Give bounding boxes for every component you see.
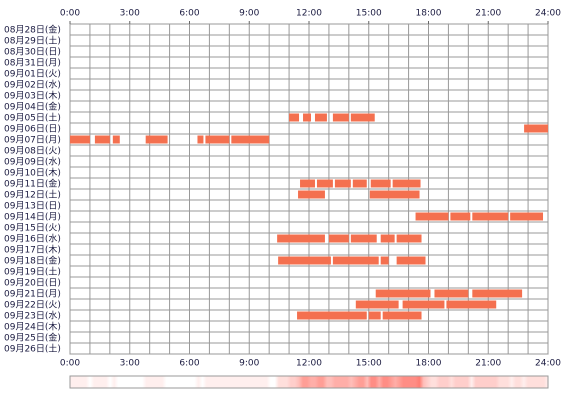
row-label: 09月26日(土) [4,343,61,355]
activity-segment [70,135,90,144]
x-tick-label: 0:00 [60,9,80,19]
x-tick-label: 3:00 [120,9,140,19]
activity-segment [396,234,422,243]
row-label: 09月07日(月) [4,135,61,146]
activity-segment [380,256,389,265]
activity-segment [510,212,544,221]
activity-segment [392,179,421,188]
activity-segment [380,234,395,243]
activity-segment [396,256,426,265]
row-label: 09月12日(土) [4,189,61,201]
row-label: 09月21日(月) [4,289,61,300]
row-label: 08月28日(金) [4,24,61,36]
x-tick-label: 21:00 [475,9,501,19]
row-label: 09月04日(金) [4,101,61,113]
x-tick-label: 15:00 [356,9,382,19]
activity-segment [145,135,168,144]
row-label: 09月03日(木) [4,90,61,102]
activity-segment [332,113,349,122]
activity-segment [94,135,110,144]
activity-segment [350,234,377,243]
x-tick-label: 6:00 [179,9,199,19]
row-label: 09月14日(月) [4,212,61,223]
x-tick-label: 9:00 [239,9,259,19]
activity-segment [332,256,379,265]
row-label: 09月11日(金) [4,178,61,190]
activity-segment [316,179,333,188]
activity-segment [278,256,331,265]
activity-segment [112,135,120,144]
activity-segment [231,135,270,144]
x-tick-label-bottom: 12:00 [296,359,322,369]
activity-segment [369,190,420,199]
activity-segment [368,311,381,320]
row-label: 09月23日(水) [4,310,61,322]
row-label: 09月09日(水) [4,156,61,168]
x-tick-label-bottom: 15:00 [356,359,382,369]
row-label: 09月24日(木) [4,321,61,333]
row-label: 09月22日(火) [4,300,61,311]
x-tick-label-bottom: 3:00 [120,359,140,369]
activity-segment [289,113,300,122]
x-tick-label-bottom: 18:00 [416,359,442,369]
row-label: 09月13日(日) [4,201,61,212]
row-label: 09月08日(火) [4,146,61,157]
activity-segment [328,234,349,243]
x-tick-label: 18:00 [416,9,442,19]
row-label: 09月01日(火) [4,69,61,80]
activity-segment [352,179,367,188]
row-label: 08月31日(月) [4,58,61,69]
row-label: 09月15日(火) [4,223,61,234]
row-label: 09月05日(土) [4,112,61,124]
row-label: 09月20日(日) [4,278,61,289]
activity-segment [303,113,311,122]
row-label: 09月25日(金) [4,332,61,344]
activity-segment [297,311,367,320]
activity-segment [355,300,399,309]
activity-segment [382,311,422,320]
x-tick-label-bottom: 24:00 [535,359,561,369]
row-label: 09月06日(日) [4,124,61,135]
row-label: 08月29日(土) [4,35,61,47]
x-tick-label: 24:00 [535,9,561,19]
activity-segment [472,212,509,221]
x-tick-label-bottom: 21:00 [475,359,501,369]
activity-segment [314,113,327,122]
activity-segment [205,135,230,144]
activity-segment [472,289,523,298]
row-label: 09月16日(水) [4,233,61,245]
row-label: 09月18日(金) [4,255,61,267]
activity-segment [370,179,391,188]
activity-segment [277,234,325,243]
activity-segment [450,212,471,221]
activity-segment [197,135,204,144]
row-label: 09月17日(木) [4,244,61,256]
activity-segment [350,113,375,122]
row-label: 09月19日(土) [4,266,61,278]
activity-segment [415,212,449,221]
x-tick-label-bottom: 9:00 [239,359,259,369]
x-tick-label: 12:00 [296,9,322,19]
row-label: 09月02日(水) [4,79,61,91]
row-label: 08月30日(日) [4,47,61,58]
x-tick-label-bottom: 6:00 [179,359,199,369]
activity-segment [300,179,315,188]
activity-segment [524,124,548,133]
activity-segment [402,300,445,309]
x-tick-label-bottom: 0:00 [60,359,80,369]
activity-segment [375,289,431,298]
activity-segment [334,179,351,188]
row-label: 09月10日(木) [4,167,61,179]
activity-segment [298,190,325,199]
activity-segment [446,300,497,309]
density-strip [69,375,549,389]
activity-segment [434,289,469,298]
